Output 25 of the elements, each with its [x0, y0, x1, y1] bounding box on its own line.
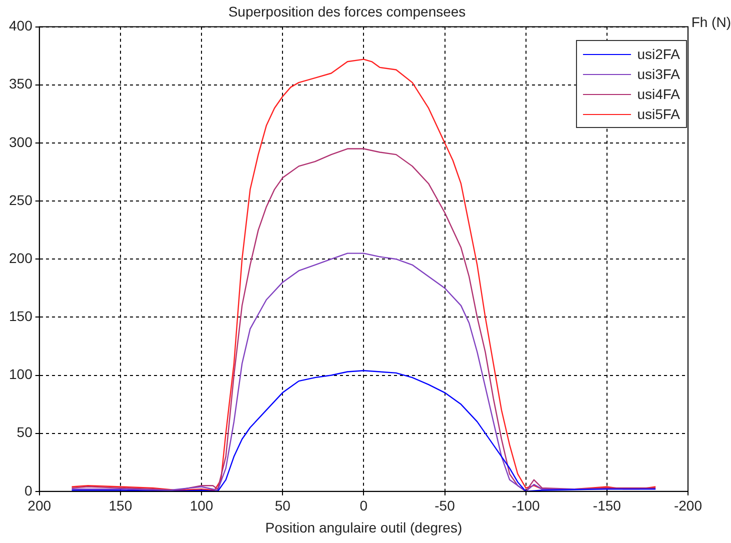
y-tick-label: 300 [9, 134, 33, 150]
legend-label: usi2FA [637, 46, 680, 62]
y-tick-label: 250 [9, 192, 33, 208]
y-tick-label: 350 [9, 76, 33, 92]
x-tick-label: 0 [360, 498, 368, 514]
x-tick-label: 100 [190, 498, 214, 514]
y-tick-label: 150 [9, 308, 33, 324]
y-tick-label: 50 [16, 424, 33, 440]
x-tick-label: 50 [274, 498, 291, 514]
y-tick-label: 200 [9, 250, 33, 266]
y-axis-title: Fh (N) [691, 14, 731, 30]
x-axis-title: Position angulaire outil (degres) [265, 519, 462, 536]
chart-title: Superposition des forces compensees [228, 3, 466, 20]
legend-label: usi3FA [637, 66, 680, 82]
x-tick-label: -150 [592, 498, 622, 514]
y-tick-label: 0 [24, 482, 33, 498]
x-tick-label: 150 [108, 498, 132, 514]
y-tick-label: 100 [9, 366, 33, 382]
x-tick-label: -50 [434, 498, 456, 514]
legend-label: usi5FA [637, 106, 680, 122]
y-tick-label: 400 [9, 18, 33, 34]
x-tick-label: -200 [674, 498, 702, 514]
x-tick-label: -100 [512, 498, 540, 514]
x-tick-label: 200 [28, 498, 52, 514]
legend-label: usi4FA [637, 86, 680, 102]
